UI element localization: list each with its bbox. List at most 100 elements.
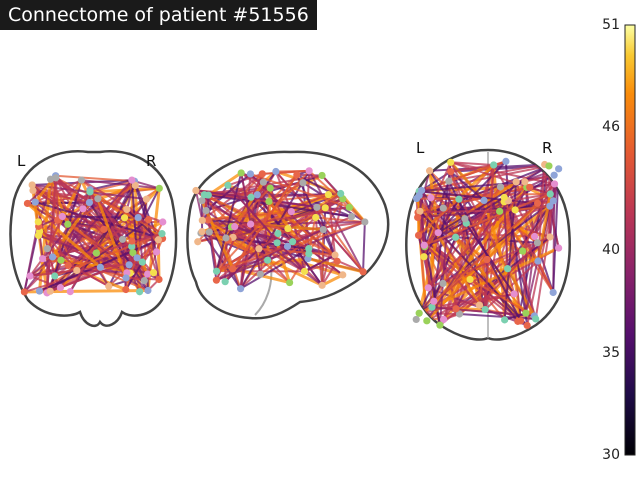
connectome-node (313, 204, 320, 211)
connectome-node (511, 290, 518, 297)
connectome-node (534, 200, 541, 207)
connectome-node (153, 248, 160, 255)
connectome-node (128, 237, 135, 244)
connectome-node (97, 264, 104, 271)
connectome-node (284, 225, 291, 232)
axial-left-label: L (416, 139, 425, 157)
connectome-node (274, 230, 281, 237)
connectome-node (32, 199, 39, 206)
coronal-right-label: R (146, 152, 156, 170)
connectome-node (52, 174, 59, 181)
connectome-node (156, 185, 163, 192)
connectome-node (555, 165, 562, 172)
colorbar-gradient (625, 25, 635, 455)
connectome-node (440, 204, 447, 211)
colorbar-svg (570, 0, 640, 480)
connectome-node (334, 258, 341, 265)
connectome-node (65, 262, 72, 269)
coronal-left-label: L (17, 152, 26, 170)
connectome-node (260, 179, 267, 186)
connectome-node (501, 194, 508, 201)
connectome-node (534, 257, 541, 264)
connectome-node (550, 289, 557, 296)
connectome-node (128, 177, 135, 184)
connectome-node (274, 239, 281, 246)
connectome-node (551, 172, 558, 179)
connectome-node (198, 228, 205, 235)
connectome-node (224, 182, 231, 189)
connectome-node (416, 208, 423, 215)
connectome-node (555, 244, 562, 251)
connectome-node (238, 169, 245, 176)
connectome-node (455, 196, 462, 203)
connectome-node (320, 226, 327, 233)
connectome-node (416, 192, 423, 199)
connectome-node (534, 239, 541, 246)
connectome-node (522, 310, 529, 317)
connectome-node (93, 249, 100, 256)
connectome-node (413, 316, 420, 323)
connectome-node (497, 183, 504, 190)
connectome-node (145, 216, 152, 223)
connectome-node (237, 285, 244, 292)
connectome-node (546, 233, 553, 240)
connectome-node (247, 170, 254, 177)
connectome-node (476, 301, 483, 308)
connectome-node (346, 204, 353, 211)
connectome-node (203, 207, 210, 214)
connectome-node (521, 178, 528, 185)
connectome-node (24, 200, 31, 207)
connectome-node (547, 190, 554, 197)
connectome-node (496, 208, 503, 215)
connectome-node (78, 176, 85, 183)
connectome-node (126, 261, 133, 268)
connectome-node (447, 159, 454, 166)
colorbar-tick-label: 35 (602, 345, 620, 361)
connectome-node (144, 287, 151, 294)
connectome-node (445, 178, 452, 185)
connectome-node (272, 168, 279, 175)
connectome-node (301, 268, 308, 275)
connectome-node (452, 305, 459, 312)
connectome-node (94, 195, 101, 202)
connectome-node (482, 306, 489, 313)
connectome-node (305, 250, 312, 257)
connectome-node (67, 288, 74, 295)
connectome-node (229, 265, 236, 272)
connectome-node (435, 229, 442, 236)
connectome-node (526, 184, 533, 191)
connectome-node (415, 232, 422, 239)
connectome-node (532, 315, 539, 322)
connectome-node (247, 194, 254, 201)
connectome-node (531, 233, 538, 240)
connectome-node (480, 197, 487, 204)
connectome-node (312, 214, 319, 221)
sagittal-view (188, 152, 389, 318)
connectome-node (155, 276, 162, 283)
connectome-node (322, 204, 329, 211)
connectome-node (423, 317, 430, 324)
connectome-node (49, 253, 56, 260)
connectome-node (86, 188, 93, 195)
connectome-node (159, 218, 166, 225)
connectome-node (51, 272, 58, 279)
connectome-node (501, 316, 508, 323)
connectome-node (519, 247, 526, 254)
connectome-node (427, 194, 434, 201)
connectome-node (490, 161, 497, 168)
connectome-node (325, 191, 332, 198)
connectome-node (447, 168, 454, 175)
connectome-node (139, 259, 146, 266)
connectome-node (430, 298, 437, 305)
colorbar-tick-label: 30 (602, 447, 620, 463)
connectome-node (483, 256, 490, 263)
connectome-node (545, 162, 552, 169)
connectome-node (551, 180, 558, 187)
connectome-node (21, 288, 28, 295)
connectome-node (57, 284, 64, 291)
connectome-node (158, 230, 165, 237)
connectome-node (73, 267, 80, 274)
connectome-node (35, 218, 42, 225)
connectome-node (359, 268, 366, 275)
connectome-node (259, 170, 266, 177)
